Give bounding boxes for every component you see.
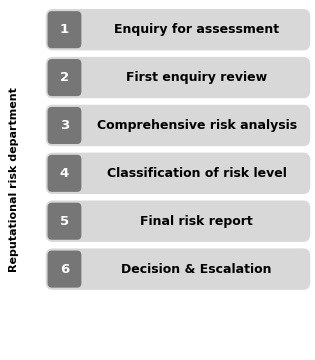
FancyBboxPatch shape: [48, 155, 81, 192]
Text: 6: 6: [60, 262, 69, 276]
Text: Final risk report: Final risk report: [140, 215, 253, 228]
Text: Enquiry for assessment: Enquiry for assessment: [114, 23, 279, 36]
FancyBboxPatch shape: [46, 9, 310, 50]
FancyBboxPatch shape: [48, 203, 81, 240]
FancyBboxPatch shape: [48, 251, 81, 288]
Text: 3: 3: [60, 119, 69, 132]
Text: 4: 4: [60, 167, 69, 180]
Text: 2: 2: [60, 71, 69, 84]
Text: Comprehensive risk analysis: Comprehensive risk analysis: [97, 119, 297, 132]
Text: 1: 1: [60, 23, 69, 36]
FancyBboxPatch shape: [46, 105, 310, 146]
FancyBboxPatch shape: [46, 248, 310, 290]
FancyBboxPatch shape: [48, 11, 81, 48]
Text: Classification of risk level: Classification of risk level: [107, 167, 287, 180]
Text: Reputational risk department: Reputational risk department: [9, 87, 19, 273]
Text: 5: 5: [60, 215, 69, 228]
FancyBboxPatch shape: [46, 57, 310, 98]
FancyBboxPatch shape: [46, 201, 310, 242]
Text: First enquiry review: First enquiry review: [126, 71, 267, 84]
FancyBboxPatch shape: [48, 59, 81, 96]
FancyBboxPatch shape: [48, 107, 81, 144]
Text: Decision & Escalation: Decision & Escalation: [121, 262, 272, 276]
FancyBboxPatch shape: [46, 153, 310, 194]
